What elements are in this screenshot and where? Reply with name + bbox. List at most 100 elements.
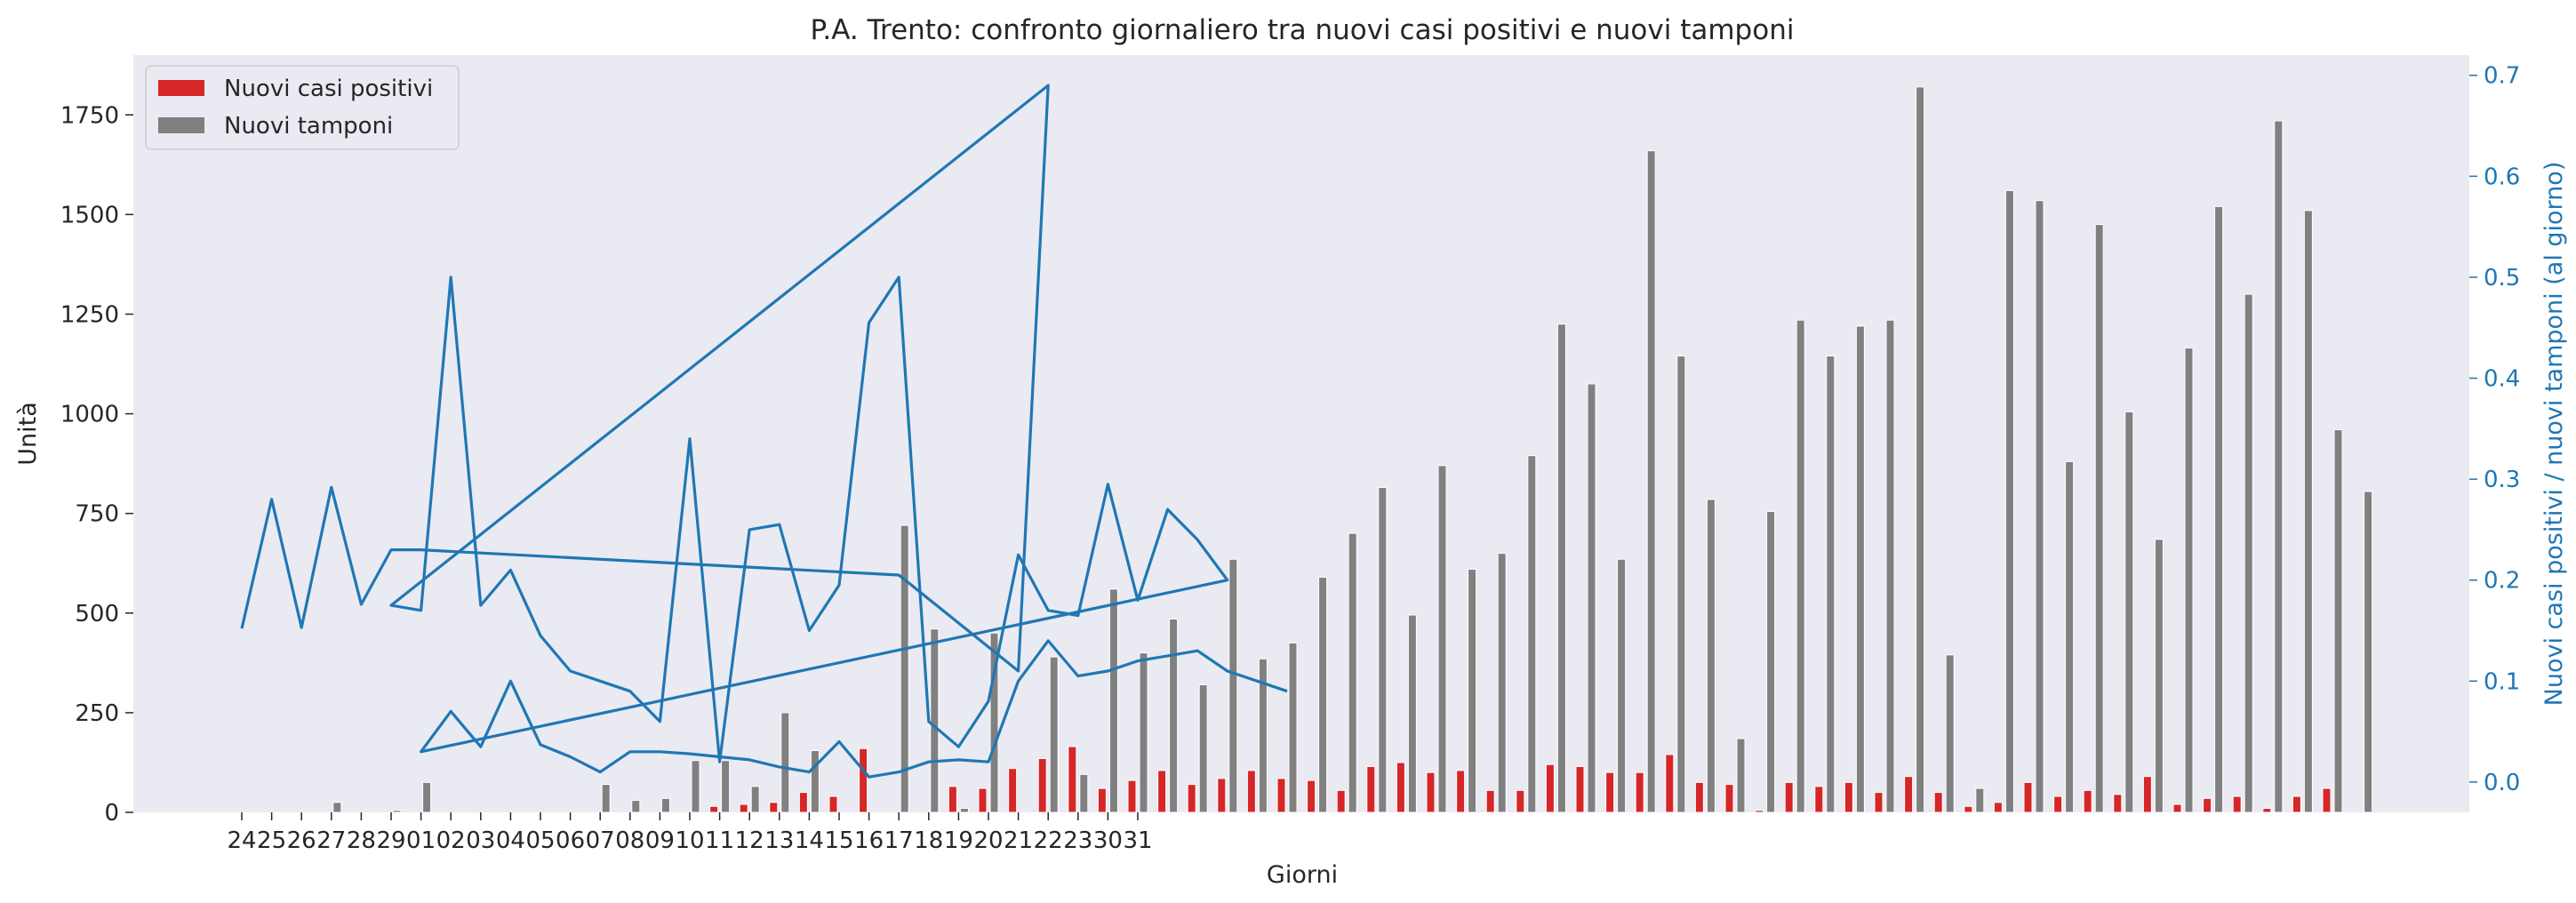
positivi-bar: [1516, 789, 1525, 813]
x-tick-label: 20: [973, 827, 1003, 854]
tamponi-bar: [1079, 773, 1089, 813]
tamponi-bar: [2303, 210, 2313, 813]
y-axis-label: Unità: [14, 402, 42, 466]
x-tick-label: 01: [406, 827, 436, 854]
x-axis: 24 25 26 27 28 29 01 02 03 04 05 06 07 08 09 10 11 12 13 14…: [227, 812, 1153, 854]
positivi-bar: [2322, 787, 2332, 813]
plot-area: [133, 55, 2469, 812]
tamponi-bar: [989, 632, 999, 813]
legend: Nuovi casi positivi Nuovi tamponi: [145, 65, 460, 150]
positivi-bar: [1426, 771, 1436, 813]
y-tick-label: 1000: [60, 402, 119, 428]
y-axis-right-label: Nuovi casi positivi / nuovi tamponi (al …: [2540, 162, 2568, 707]
tamponi-bar: [2035, 200, 2044, 813]
tamponi-bar: [1288, 642, 1298, 813]
chart-title: P.A. Trento: confronto giornaliero tra n…: [811, 14, 1795, 46]
x-tick-label: 02: [436, 827, 466, 854]
x-tick-label: 27: [316, 827, 346, 854]
positivi-bar: [978, 787, 988, 813]
tamponi-bar: [1318, 576, 1328, 813]
y-right-tick-label: 0.3: [2484, 467, 2520, 493]
positivi-bar: [1456, 770, 1466, 813]
x-tick-label: 14: [795, 827, 824, 854]
tamponi-bar: [1826, 356, 1836, 813]
positivi-bar: [1217, 778, 1227, 813]
tamponi-bar: [1348, 532, 1357, 813]
positivi-bar: [2292, 795, 2301, 813]
tamponi-bar: [1646, 150, 1656, 813]
positivi-bar: [1037, 757, 1047, 813]
tamponi-bar: [2214, 205, 2224, 813]
positivi-bar: [1933, 792, 1943, 813]
tamponi-bar: [1796, 319, 1805, 813]
tamponi-bar: [392, 810, 402, 813]
positivi-bar: [1366, 765, 1376, 813]
tamponi-bar: [721, 760, 731, 813]
tamponi-bar: [1766, 510, 1776, 813]
tamponi-bar: [1885, 319, 1895, 813]
x-tick-label: 23: [1063, 827, 1092, 854]
tamponi-bar: [2065, 460, 2075, 813]
positivi-bar: [1246, 770, 1256, 813]
x-tick-label: 25: [257, 827, 286, 854]
tamponi-bar: [1228, 558, 1238, 813]
positivi-bar: [739, 803, 748, 813]
x-tick-label: 05: [525, 827, 555, 854]
tamponi-bar: [2124, 411, 2134, 813]
positivi-bar: [1008, 768, 1018, 813]
tamponi-bar: [1556, 324, 1566, 813]
ratio-line: [240, 84, 1288, 779]
tamponi-bar: [810, 749, 820, 813]
positivi-bar: [2142, 776, 2152, 813]
x-tick-label: 15: [824, 827, 853, 854]
positivi-bar: [1874, 792, 1884, 813]
positivi-bar: [1127, 779, 1137, 813]
positivi-bar: [1336, 789, 1346, 813]
x-tick-label: 13: [764, 827, 794, 854]
tamponi-bar: [691, 760, 700, 813]
tamponi-bar: [1378, 487, 1388, 813]
positivi-bar: [1755, 810, 1764, 813]
tamponi-bar: [1736, 738, 1746, 813]
tamponi-bar: [900, 524, 909, 813]
tamponi-bar: [631, 800, 641, 813]
y-right-tick-label: 0.0: [2484, 770, 2520, 796]
x-tick-label: 24: [227, 827, 256, 854]
positivi-bar: [1485, 789, 1495, 813]
x-tick-label: 04: [496, 827, 525, 854]
tamponi-bar: [1437, 465, 1447, 813]
positivi-bar: [2172, 803, 2182, 813]
tamponi-bar: [422, 781, 432, 813]
positivi-bar: [1993, 802, 2003, 813]
positivi-bar: [828, 795, 838, 813]
tamponi-bar: [660, 797, 670, 813]
positivi-bar: [709, 805, 719, 813]
tamponi-bar: [1617, 558, 1627, 813]
positivi-bar: [859, 747, 868, 813]
positivi-bar: [2113, 794, 2123, 813]
y-right-tick-label: 0.2: [2484, 568, 2520, 595]
x-axis-label: Giorni: [1267, 861, 1338, 889]
x-tick-label: 31: [1123, 827, 1152, 854]
x-tick-label: 30: [1093, 827, 1123, 854]
y-right-tick-label: 0.1: [2484, 668, 2520, 695]
positivi-bars: [709, 746, 2332, 813]
positivi-bar: [769, 802, 779, 813]
x-tick-label: 11: [705, 827, 734, 854]
tamponi-bar: [1108, 588, 1118, 813]
positivi-bar: [1814, 786, 1824, 813]
positivi-bar: [1157, 770, 1167, 813]
tamponi-bar: [1407, 614, 1417, 813]
legend-box: [145, 65, 460, 150]
y-right-tick-label: 0.5: [2484, 265, 2520, 292]
y-axis-right: 0.0 0.1 0.2 0.3 0.4 0.5 0.6 0.7: [2469, 63, 2520, 796]
tamponi-bar: [601, 784, 611, 813]
positivi-bar: [2023, 781, 2033, 813]
x-tick-label: 08: [615, 827, 644, 854]
y-tick-label: 250: [75, 700, 119, 727]
tamponi-bar: [2244, 293, 2253, 813]
x-tick-label: 16: [854, 827, 884, 854]
tamponi-bar: [2184, 348, 2194, 813]
positivi-bar: [1964, 805, 1973, 813]
legend-label-positivi: Nuovi casi positivi: [224, 76, 433, 102]
